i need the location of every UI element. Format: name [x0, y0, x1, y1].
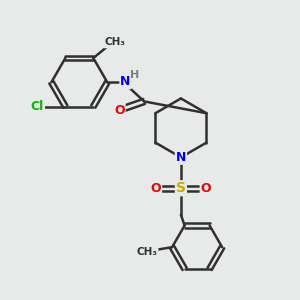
- Text: O: O: [114, 104, 125, 117]
- Text: N: N: [120, 75, 131, 88]
- Text: CH₃: CH₃: [136, 247, 158, 256]
- Text: H: H: [130, 70, 139, 80]
- Text: Cl: Cl: [31, 100, 44, 113]
- Text: O: O: [151, 182, 161, 195]
- Text: O: O: [201, 182, 211, 195]
- Text: S: S: [176, 181, 186, 195]
- Text: N: N: [176, 151, 186, 164]
- Text: CH₃: CH₃: [104, 38, 125, 47]
